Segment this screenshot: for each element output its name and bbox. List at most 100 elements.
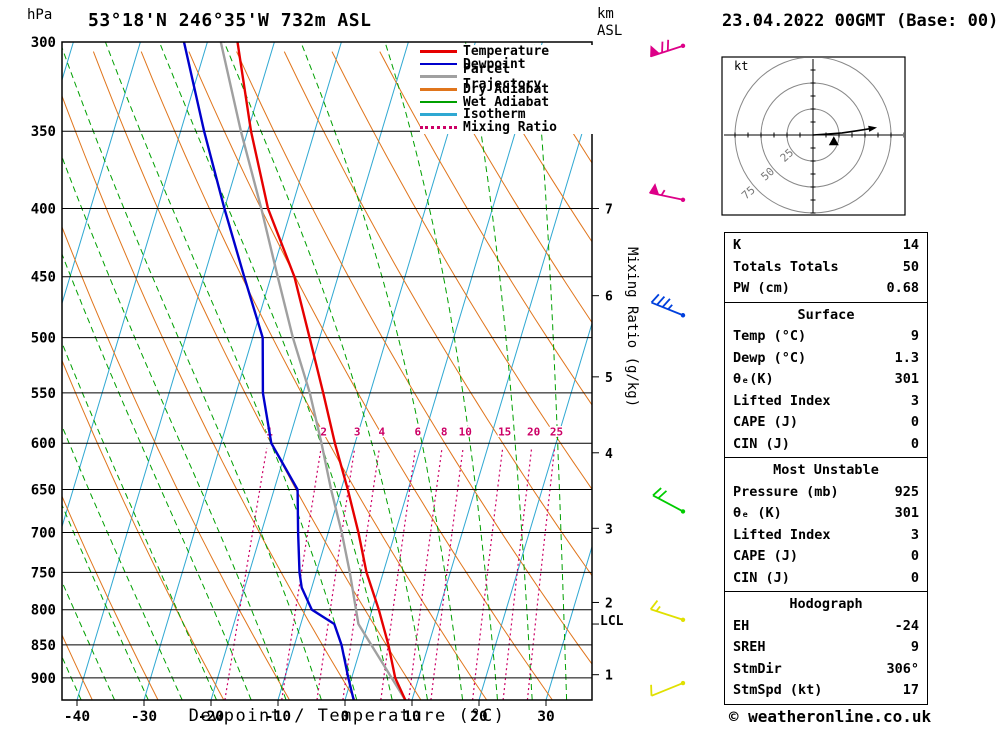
temperature-axis-label: Dewpoint / Temperature (°C) <box>188 706 506 726</box>
mixing-ratio-value: 20 <box>527 426 540 439</box>
stat-label: CIN (J) <box>733 569 790 586</box>
pressure-tick-label: 850 <box>31 638 56 654</box>
stat-row: Temp (°C) 9 <box>725 326 927 348</box>
legend-item: Parcel Trajectory <box>420 62 596 92</box>
stat-label: CIN (J) <box>733 435 790 452</box>
legend-item: Dry Adiabat <box>420 82 596 97</box>
stat-label: Temp (°C) <box>733 328 807 344</box>
chart-legend: Temperature Dewpoint Parcel Trajectory Dry … <box>420 43 596 135</box>
pressure-tick-label: 900 <box>31 671 56 687</box>
legend-swatch <box>420 88 457 91</box>
temperature-tick-label: -40 <box>64 709 90 725</box>
stat-row: StmDir 306° <box>725 659 927 681</box>
legend-swatch <box>420 125 457 129</box>
legend-item: Wet Adiabat <box>420 94 596 110</box>
mixing-ratio-value: 2 <box>320 426 327 439</box>
stat-label: Totals Totals <box>733 258 839 275</box>
pressure-tick-label: 400 <box>31 202 56 218</box>
stat-label: θₑ (K) <box>733 505 782 521</box>
legend-item: Dewpoint <box>420 57 596 72</box>
altitude-tick-label: 2 <box>605 597 613 612</box>
stat-row: Lifted Index 3 <box>725 391 927 413</box>
hodograph-trace <box>812 128 870 136</box>
temperature-tick-label: 20 <box>470 709 487 725</box>
copyright: © weatheronline.co.uk <box>728 707 932 726</box>
stat-row: PW (cm) 0.68 <box>725 278 927 300</box>
temperature-tick-label: 10 <box>403 709 420 725</box>
stat-value: 3 <box>910 526 919 543</box>
temperature-tick-label: -20 <box>198 709 224 725</box>
series-parcel-trajectory <box>219 42 407 700</box>
stats-section-header: Surface <box>797 306 855 323</box>
stat-row: SREH 9 <box>725 637 927 659</box>
stat-row: CAPE (J) 0 <box>725 412 927 434</box>
storm-motion-marker <box>828 136 839 146</box>
mixing-ratio-value: 8 <box>441 426 448 439</box>
stat-label: SREH <box>733 639 766 655</box>
pressure-tick-label: 450 <box>31 270 56 286</box>
temperature-ticks <box>76 700 547 706</box>
stats-section: Most Unstable Pressure (mb) 925 θₑ (K) 301 Li… <box>725 458 927 592</box>
series-temperature <box>236 42 407 700</box>
altitude-tick-label: 5 <box>605 371 613 386</box>
hodograph-trace-arrow <box>868 125 878 132</box>
date-title: 23.04.2022 00GMT (Base: 00) <box>722 11 999 31</box>
pressure-tick-label: 350 <box>31 124 56 140</box>
stats-section-header: Hodograph <box>789 596 863 612</box>
stats-section: Hodograph EH -24 SREH 9 StmDir 306° StmSpd (kt)… <box>725 592 927 704</box>
stat-value: 301 <box>894 371 919 387</box>
stat-label: K <box>733 237 742 253</box>
legend-label: Wet Adiabat <box>463 94 550 110</box>
altitude-unit-asl: ASL <box>597 23 623 39</box>
stat-label: CAPE (J) <box>733 414 799 430</box>
stat-value: 0.68 <box>886 280 919 296</box>
hodograph-unit-label: kt <box>734 59 749 73</box>
stat-value: 0 <box>910 569 919 586</box>
stat-label: StmSpd (kt) <box>733 682 823 698</box>
legend-item: Isotherm <box>420 107 596 122</box>
mixing-ratio-axis-label: Mixing Ratio (g/kg) <box>624 247 640 408</box>
stat-row: CIN (J) 0 <box>725 434 927 456</box>
stat-label: PW (cm) <box>733 280 790 296</box>
stat-row: Dewp (°C) 1.3 <box>725 348 927 370</box>
stat-label: Lifted Index <box>733 392 831 409</box>
altitude-tick-label: 1 <box>605 669 613 684</box>
stat-row: StmSpd (kt) 17 <box>725 680 927 702</box>
stats-table: K 14 Totals Totals 50 PW (cm) 0.68 Surface Temp… <box>724 232 928 705</box>
stat-label: CAPE (J) <box>733 548 799 564</box>
temperature-tick-label: -30 <box>131 709 157 725</box>
stat-row: Lifted Index 3 <box>725 525 927 547</box>
mixing-ratio-value: 3 <box>354 426 361 439</box>
stat-value: -24 <box>894 617 919 634</box>
stat-label: EH <box>733 617 750 634</box>
pressure-tick-label: 750 <box>31 565 56 581</box>
legend-swatch <box>420 100 457 104</box>
stat-label: Lifted Index <box>733 526 831 543</box>
stat-value: 925 <box>894 483 919 500</box>
pressure-tick-label: 500 <box>31 331 56 347</box>
mixing-ratio-value: 4 <box>378 426 385 439</box>
stat-value: 1.3 <box>894 349 919 366</box>
temperature-tick-label: 30 <box>537 709 554 725</box>
stat-row: θₑ(K) 301 <box>725 369 927 391</box>
wind-barb <box>650 39 686 58</box>
pressure-tick-label: 800 <box>31 603 56 619</box>
wind-barb <box>648 183 686 202</box>
pressure-unit-label: hPa <box>27 7 53 23</box>
legend-label: Temperature <box>463 43 550 59</box>
stat-row: Totals Totals 50 <box>725 257 927 279</box>
stat-row: K 14 <box>725 235 927 257</box>
station-title: 53°18'N 246°35'W 732m ASL <box>88 10 372 31</box>
legend-item: Mixing Ratio <box>420 120 596 135</box>
stat-label: θₑ(K) <box>733 371 774 387</box>
stats-section: Surface Temp (°C) 9 Dewp (°C) 1.3 θₑ(K) 301 Lif… <box>725 303 927 458</box>
mixing-ratio-value: 10 <box>459 426 472 439</box>
wind-barbs <box>648 39 686 697</box>
legend-swatch <box>420 75 457 79</box>
temperature-tick-label: 0 <box>341 709 350 725</box>
stat-value: 0 <box>910 435 919 452</box>
pressure-tick-label: 650 <box>31 483 56 499</box>
